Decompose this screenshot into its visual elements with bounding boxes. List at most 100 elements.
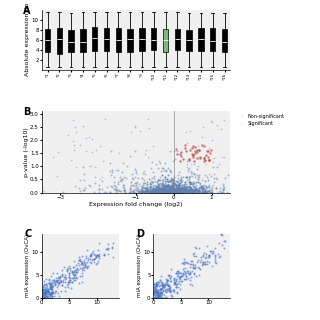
Point bbox=[132, 148, 137, 153]
Point bbox=[141, 178, 146, 183]
Point bbox=[157, 159, 162, 164]
Point bbox=[182, 187, 187, 192]
Point bbox=[176, 180, 181, 185]
Point bbox=[41, 288, 46, 293]
Point bbox=[195, 167, 200, 172]
Point bbox=[189, 282, 195, 287]
Point bbox=[49, 273, 54, 278]
Point bbox=[184, 186, 189, 191]
Point bbox=[159, 181, 164, 186]
Point bbox=[92, 252, 98, 258]
Point bbox=[167, 179, 172, 184]
Point bbox=[115, 182, 120, 187]
Point bbox=[209, 264, 214, 269]
Point bbox=[175, 183, 180, 188]
Point bbox=[152, 190, 157, 195]
Point bbox=[163, 280, 168, 285]
Point bbox=[188, 188, 193, 193]
Point bbox=[174, 189, 180, 194]
Point bbox=[157, 188, 163, 194]
Point bbox=[44, 294, 50, 299]
Point bbox=[203, 162, 208, 167]
Point bbox=[155, 184, 160, 189]
Point bbox=[202, 256, 207, 261]
Point bbox=[175, 188, 180, 194]
Point bbox=[166, 190, 172, 195]
Point bbox=[170, 188, 175, 193]
Point bbox=[179, 279, 184, 284]
Point bbox=[133, 190, 138, 195]
Point bbox=[197, 154, 203, 159]
Point bbox=[177, 158, 182, 164]
Point bbox=[45, 288, 51, 293]
Point bbox=[185, 189, 190, 194]
Point bbox=[165, 189, 170, 195]
Point bbox=[187, 185, 192, 190]
Point bbox=[159, 189, 164, 194]
Point bbox=[171, 187, 176, 192]
Point bbox=[72, 277, 77, 283]
Point bbox=[162, 188, 167, 193]
Point bbox=[206, 254, 211, 260]
Point bbox=[184, 187, 189, 192]
Point bbox=[143, 186, 148, 191]
Point bbox=[156, 292, 162, 297]
Point bbox=[94, 252, 99, 257]
Point bbox=[147, 183, 152, 188]
Point bbox=[178, 190, 183, 195]
Point bbox=[71, 147, 76, 152]
Point bbox=[95, 247, 100, 252]
Point bbox=[83, 149, 88, 154]
Point bbox=[208, 248, 213, 253]
Point bbox=[180, 271, 186, 276]
Point bbox=[155, 179, 160, 184]
Point bbox=[42, 279, 47, 284]
Point bbox=[159, 189, 164, 194]
Point bbox=[108, 189, 113, 194]
Point bbox=[164, 187, 169, 192]
Point bbox=[183, 185, 188, 190]
Point bbox=[183, 130, 188, 135]
Point bbox=[179, 189, 184, 194]
Point bbox=[139, 187, 144, 192]
Point bbox=[76, 262, 82, 268]
Point bbox=[40, 293, 45, 298]
Point bbox=[76, 281, 81, 286]
Point bbox=[153, 283, 158, 288]
Point bbox=[165, 183, 170, 188]
Point bbox=[170, 287, 175, 292]
Point bbox=[172, 180, 177, 185]
Point bbox=[191, 172, 196, 177]
Point bbox=[196, 188, 201, 193]
Point bbox=[62, 279, 67, 284]
Point bbox=[181, 186, 187, 191]
Point bbox=[185, 178, 190, 183]
Point bbox=[77, 178, 82, 183]
Point bbox=[158, 188, 164, 193]
Point bbox=[201, 259, 206, 264]
Point bbox=[188, 272, 193, 277]
Point bbox=[184, 140, 189, 145]
Point bbox=[166, 188, 172, 194]
Point bbox=[150, 188, 155, 193]
Point bbox=[42, 291, 47, 296]
Point bbox=[163, 189, 168, 194]
Point bbox=[191, 152, 196, 157]
Point bbox=[175, 186, 180, 191]
Point bbox=[164, 189, 169, 194]
Point bbox=[160, 188, 165, 193]
Point bbox=[157, 293, 162, 299]
Point bbox=[163, 286, 168, 292]
Point bbox=[49, 293, 54, 298]
Point bbox=[184, 188, 189, 193]
Point bbox=[187, 180, 192, 185]
Point bbox=[156, 188, 161, 193]
Point bbox=[221, 117, 227, 122]
Point bbox=[45, 295, 50, 300]
Point bbox=[170, 189, 175, 194]
Point bbox=[91, 249, 96, 254]
Point bbox=[187, 190, 192, 195]
Point bbox=[193, 187, 198, 192]
Point bbox=[202, 153, 207, 158]
Point bbox=[164, 187, 169, 192]
